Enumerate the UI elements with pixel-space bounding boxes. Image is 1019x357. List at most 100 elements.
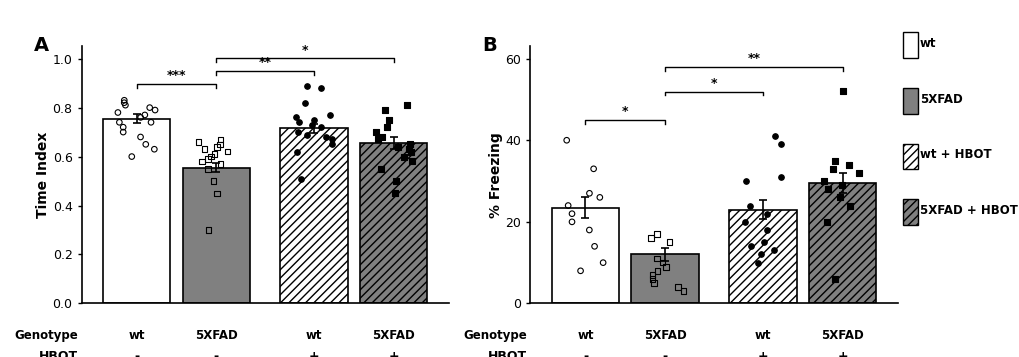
Point <box>832 195 848 200</box>
Text: +: + <box>757 350 767 357</box>
Point <box>116 100 132 106</box>
Point <box>368 129 384 135</box>
Point <box>737 178 753 184</box>
Text: *: * <box>710 77 716 90</box>
Point <box>287 115 304 120</box>
Bar <box>551 207 619 303</box>
Point <box>209 144 225 150</box>
Point <box>401 141 418 147</box>
Point <box>591 195 607 200</box>
Point <box>564 211 580 217</box>
Point <box>581 227 597 233</box>
Point <box>292 176 309 181</box>
Point <box>660 240 677 245</box>
Point <box>206 151 222 157</box>
Text: 5XFAD + HBOT: 5XFAD + HBOT <box>919 204 1017 217</box>
Point <box>209 190 225 196</box>
Bar <box>182 167 250 303</box>
Text: wt: wt <box>306 329 322 342</box>
Y-axis label: % Freezing: % Freezing <box>488 132 502 218</box>
Text: +: + <box>388 350 398 357</box>
Point <box>313 124 329 130</box>
Point <box>312 85 328 91</box>
Point <box>645 280 661 286</box>
Text: Genotype: Genotype <box>14 329 77 342</box>
Point <box>200 227 216 233</box>
Point <box>318 134 334 140</box>
Point <box>824 166 841 172</box>
Bar <box>902 200 917 225</box>
Point <box>290 129 307 135</box>
Text: -: - <box>582 350 588 357</box>
Bar <box>360 143 427 303</box>
Text: wt + HBOT: wt + HBOT <box>919 148 990 161</box>
Point <box>648 268 664 274</box>
Point <box>191 139 207 145</box>
Bar <box>808 183 875 303</box>
Point <box>298 132 314 137</box>
Point <box>381 117 397 123</box>
Point <box>669 284 686 290</box>
Point <box>841 203 857 208</box>
Point <box>644 276 660 282</box>
Text: -: - <box>213 350 219 357</box>
Text: A: A <box>34 36 49 55</box>
Point <box>644 272 660 278</box>
Point <box>378 124 394 130</box>
Point <box>772 141 789 147</box>
Text: *: * <box>302 44 308 56</box>
Point <box>815 178 832 184</box>
Point <box>657 264 674 270</box>
Point <box>741 203 757 208</box>
Point <box>203 154 219 160</box>
Text: -: - <box>661 350 667 357</box>
Point <box>376 107 392 113</box>
Point <box>835 89 851 94</box>
Point <box>826 158 843 164</box>
Point <box>386 190 403 196</box>
Point <box>737 219 753 225</box>
Point <box>142 105 158 110</box>
Point <box>396 154 413 160</box>
Point <box>111 120 127 125</box>
Point <box>585 166 601 172</box>
Text: 5XFAD: 5XFAD <box>195 329 237 342</box>
Point <box>373 166 389 172</box>
Point <box>200 166 216 172</box>
Point <box>117 102 133 108</box>
Point <box>146 146 162 152</box>
Point <box>403 149 419 155</box>
Point <box>212 141 228 147</box>
Point <box>648 256 664 261</box>
Point <box>758 211 774 217</box>
Point <box>110 110 126 115</box>
Bar <box>103 119 170 303</box>
Point <box>288 149 305 155</box>
Text: HBOT: HBOT <box>39 350 77 357</box>
Text: +: + <box>309 350 319 357</box>
Point <box>138 141 154 147</box>
Point <box>116 97 132 103</box>
Text: B: B <box>482 36 497 55</box>
Point <box>212 137 228 142</box>
Point <box>322 112 338 118</box>
Point <box>304 122 320 127</box>
Point <box>387 178 404 184</box>
Point <box>369 137 385 142</box>
Point <box>132 134 149 140</box>
Point <box>758 227 774 233</box>
Text: 5XFAD: 5XFAD <box>820 329 863 342</box>
Point <box>559 203 576 208</box>
Point <box>290 120 307 125</box>
Point <box>400 146 417 152</box>
Bar <box>902 144 917 169</box>
Point <box>219 149 235 155</box>
Point <box>373 134 389 140</box>
Point <box>825 276 842 282</box>
Point <box>194 159 210 164</box>
Point <box>818 186 835 192</box>
Point <box>765 247 782 253</box>
Text: wt: wt <box>577 329 593 342</box>
Text: wt: wt <box>919 37 935 50</box>
Text: **: ** <box>747 52 759 65</box>
